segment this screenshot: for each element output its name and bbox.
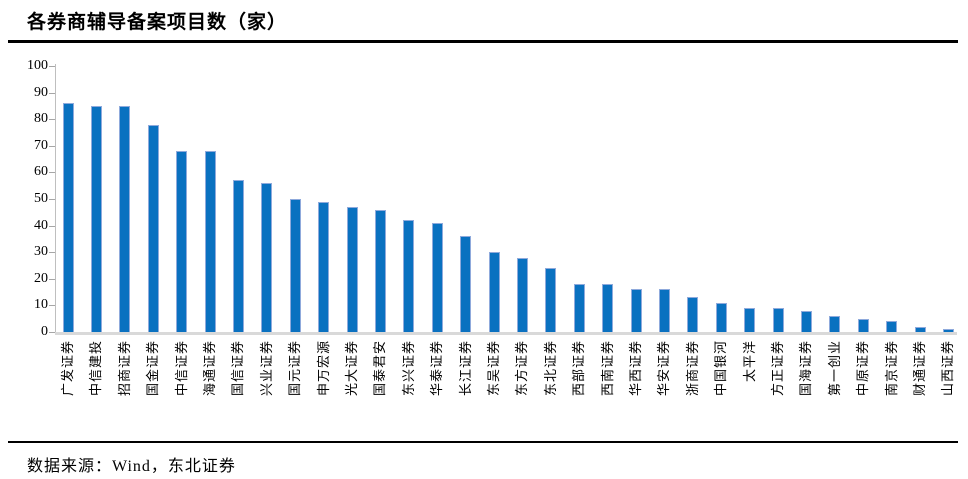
x-axis-label-国金证券: 国金证券 bbox=[145, 340, 161, 397]
bar-中信证券 bbox=[176, 151, 188, 332]
bar-东方证券 bbox=[516, 258, 528, 332]
x-axis-label-中国银河: 中国银河 bbox=[713, 340, 729, 397]
y-tick-label: 60 bbox=[34, 164, 48, 180]
bar-第一创业 bbox=[829, 316, 841, 332]
x-axis-label-西部证券: 西部证券 bbox=[571, 340, 587, 397]
x-axis-label-浙商证券: 浙商证券 bbox=[684, 340, 700, 397]
bar-国元证券 bbox=[289, 199, 301, 332]
title-rule bbox=[8, 40, 958, 43]
bar-南京证券 bbox=[886, 321, 898, 332]
x-axis-label-财通证券: 财通证券 bbox=[912, 340, 927, 397]
x-axis-label-华安证券: 华安证券 bbox=[656, 340, 672, 397]
bar-chart: 广发证券 中信建投 招商证券 国金证券 中信证券 海通证券 国信证券 兴业证券 国元证券 申万宏源… bbox=[0, 44, 968, 441]
y-tick-mark bbox=[49, 92, 55, 94]
bar-兴业证券 bbox=[261, 183, 273, 332]
chart-title: 各券商辅导备案项目数（家） bbox=[27, 12, 288, 33]
x-axis-label-招商证券: 招商证券 bbox=[116, 340, 132, 397]
bar-国金证券 bbox=[147, 125, 159, 332]
bar-山西证券 bbox=[942, 329, 954, 332]
bar-申万宏源 bbox=[318, 202, 330, 332]
x-axis-label-方正证券: 方正证券 bbox=[770, 340, 785, 397]
x-axis-label-中原证券: 中原证券 bbox=[855, 340, 871, 397]
y-tick-label: 100 bbox=[27, 58, 48, 73]
x-axis-label-东吴证券: 东吴证券 bbox=[486, 340, 501, 397]
x-axis-label-南京证券: 南京证券 bbox=[883, 340, 899, 397]
y-tick-label: 0 bbox=[41, 324, 48, 339]
bar-东北证券 bbox=[545, 268, 557, 332]
y-tick-mark bbox=[49, 305, 55, 307]
bar-西南证券 bbox=[602, 284, 614, 332]
x-axis-label-太平洋: 太平洋 bbox=[741, 340, 757, 383]
x-axis-label-东方证券: 东方证券 bbox=[514, 340, 530, 397]
x-axis-baseline bbox=[55, 332, 957, 335]
x-axis-label-中信证券: 中信证券 bbox=[173, 340, 189, 397]
x-axis-label-长江证券: 长江证券 bbox=[457, 340, 473, 397]
y-axis-line bbox=[55, 64, 56, 334]
bar-华泰证券 bbox=[431, 223, 443, 332]
footer-rule bbox=[8, 441, 958, 443]
x-axis-label-西南证券: 西南证券 bbox=[599, 340, 615, 397]
y-tick-mark bbox=[49, 172, 55, 174]
y-tick-mark bbox=[49, 199, 55, 200]
bar-光大证券 bbox=[346, 207, 358, 332]
bar-招商证券 bbox=[119, 106, 131, 332]
y-tick-mark bbox=[49, 252, 55, 254]
bar-华西证券 bbox=[630, 289, 642, 332]
x-axis-label-申万宏源: 申万宏源 bbox=[315, 340, 331, 397]
y-tick-mark bbox=[49, 119, 55, 121]
y-tick-label: 50 bbox=[34, 191, 48, 206]
x-axis-label-国信证券: 国信证券 bbox=[230, 340, 246, 397]
x-axis-label-广发证券: 广发证券 bbox=[60, 340, 75, 397]
y-tick-label: 70 bbox=[34, 137, 48, 153]
bar-海通证券 bbox=[204, 151, 216, 332]
y-tick-label: 40 bbox=[34, 217, 48, 233]
y-tick-mark bbox=[49, 66, 55, 67]
bar-长江证券 bbox=[460, 236, 472, 332]
bar-方正证券 bbox=[772, 308, 784, 332]
bar-中信建投 bbox=[90, 106, 102, 332]
y-tick-label: 90 bbox=[34, 84, 48, 100]
x-axis-label-海通证券: 海通证券 bbox=[202, 340, 217, 397]
bar-浙商证券 bbox=[687, 297, 699, 332]
bar-西部证券 bbox=[573, 284, 585, 332]
x-axis-label-兴业证券: 兴业证券 bbox=[258, 340, 274, 397]
x-axis-label-光大证券: 光大证券 bbox=[344, 340, 359, 397]
bar-太平洋 bbox=[744, 308, 756, 332]
y-tick-label: 30 bbox=[34, 244, 48, 260]
y-tick-label: 10 bbox=[34, 297, 48, 313]
data-source-note: 数据来源：Wind，东北证券 bbox=[27, 458, 236, 475]
x-axis-label-东兴证券: 东兴证券 bbox=[400, 340, 416, 397]
bar-国海证券 bbox=[800, 311, 812, 332]
x-axis-label-第一创业: 第一创业 bbox=[826, 340, 842, 397]
y-tick-mark bbox=[49, 332, 55, 333]
x-axis-label-东北证券: 东北证券 bbox=[542, 340, 558, 397]
bar-国泰君安 bbox=[374, 210, 386, 332]
bar-财通证券 bbox=[914, 327, 926, 332]
x-axis-label-国泰君安: 国泰君安 bbox=[372, 340, 388, 397]
bar-中国银河 bbox=[715, 303, 727, 332]
y-tick-mark bbox=[49, 145, 55, 147]
x-axis-label-国海证券: 国海证券 bbox=[798, 340, 814, 397]
y-tick-label: 80 bbox=[34, 111, 48, 127]
bar-华安证券 bbox=[658, 289, 670, 332]
bar-东兴证券 bbox=[403, 220, 415, 332]
y-tick-mark bbox=[49, 225, 55, 227]
x-axis-label-山西证券: 山西证券 bbox=[940, 340, 956, 397]
y-tick-label: 20 bbox=[34, 270, 48, 286]
x-axis-label-华西证券: 华西证券 bbox=[628, 340, 643, 397]
y-tick-mark bbox=[49, 278, 55, 280]
x-axis-label-中信建投: 中信建投 bbox=[88, 340, 104, 397]
x-axis-label-华泰证券: 华泰证券 bbox=[429, 340, 445, 397]
bar-国信证券 bbox=[232, 180, 244, 332]
bar-东吴证券 bbox=[488, 252, 500, 332]
bar-中原证券 bbox=[857, 319, 869, 332]
x-axis-label-国元证券: 国元证券 bbox=[287, 340, 303, 397]
bar-广发证券 bbox=[62, 103, 74, 332]
